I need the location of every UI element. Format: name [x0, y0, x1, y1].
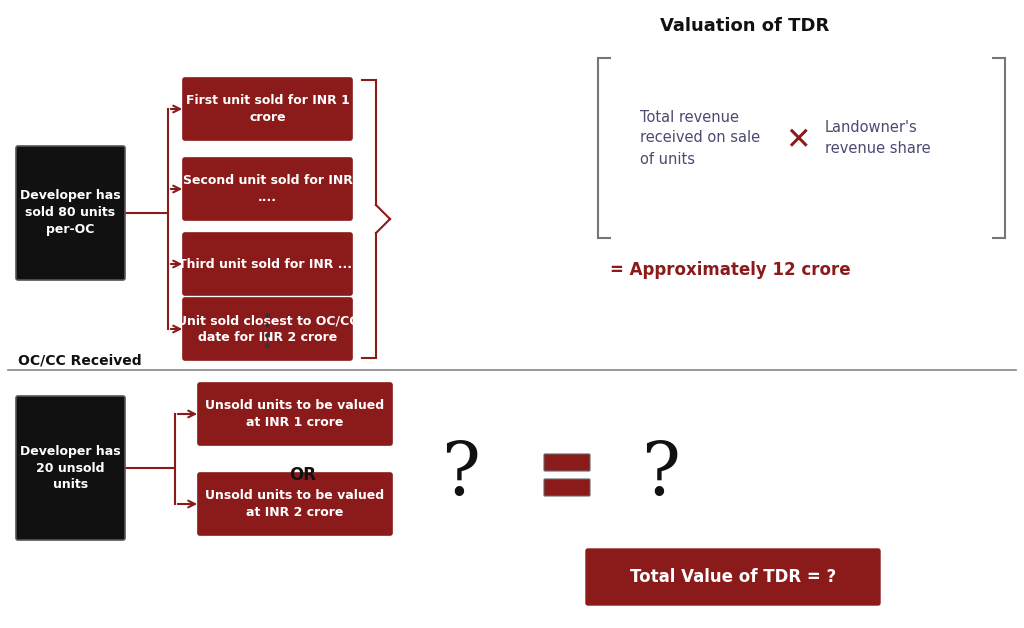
FancyBboxPatch shape — [183, 233, 352, 295]
FancyBboxPatch shape — [183, 298, 352, 360]
Text: Third unit sold for INR ....: Third unit sold for INR .... — [178, 257, 357, 271]
FancyBboxPatch shape — [16, 396, 125, 540]
Text: Total revenue
received on sale
of units: Total revenue received on sale of units — [640, 109, 760, 166]
Text: Unsold units to be valued
at INR 2 crore: Unsold units to be valued at INR 2 crore — [206, 489, 385, 519]
FancyBboxPatch shape — [586, 549, 880, 605]
Text: OC/CC Received: OC/CC Received — [18, 353, 141, 367]
FancyBboxPatch shape — [16, 146, 125, 280]
FancyBboxPatch shape — [183, 158, 352, 220]
Text: ?: ? — [641, 440, 680, 511]
Text: Unit sold closest to OC/CC
date for INR 2 crore: Unit sold closest to OC/CC date for INR … — [177, 314, 358, 344]
Text: OR: OR — [290, 466, 316, 484]
FancyBboxPatch shape — [183, 78, 352, 140]
Text: Developer has
sold 80 units
per-OC: Developer has sold 80 units per-OC — [20, 190, 121, 237]
Text: Developer has
20 unsold
units: Developer has 20 unsold units — [20, 445, 121, 492]
Text: ?: ? — [440, 440, 479, 511]
Text: First unit sold for INR 1
crore: First unit sold for INR 1 crore — [185, 94, 349, 124]
Text: Unsold units to be valued
at INR 1 crore: Unsold units to be valued at INR 1 crore — [206, 399, 385, 429]
Text: ✕: ✕ — [785, 126, 811, 156]
FancyBboxPatch shape — [544, 479, 590, 496]
Text: Second unit sold for INR
....: Second unit sold for INR .... — [182, 174, 352, 204]
FancyBboxPatch shape — [198, 473, 392, 535]
FancyBboxPatch shape — [544, 454, 590, 471]
FancyBboxPatch shape — [198, 383, 392, 445]
Text: = Approximately 12 crore: = Approximately 12 crore — [609, 261, 850, 279]
Text: Landowner's
revenue share: Landowner's revenue share — [825, 120, 931, 156]
Text: Total Value of TDR = ?: Total Value of TDR = ? — [630, 568, 837, 586]
Text: Valuation of TDR: Valuation of TDR — [660, 17, 829, 35]
